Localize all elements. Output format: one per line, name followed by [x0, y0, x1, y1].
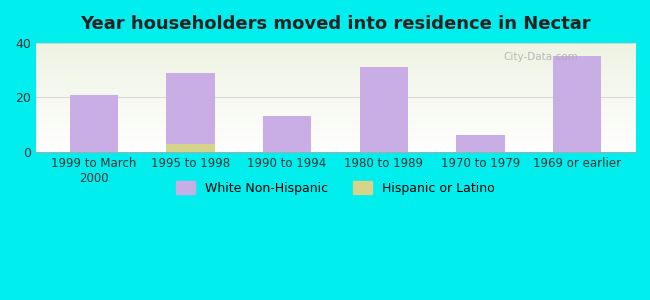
Legend: White Non-Hispanic, Hispanic or Latino: White Non-Hispanic, Hispanic or Latino — [171, 176, 500, 200]
Bar — [359, 68, 408, 152]
Bar — [70, 94, 118, 152]
Bar — [166, 73, 214, 152]
Bar — [553, 56, 601, 152]
Bar — [263, 116, 311, 152]
Bar — [166, 144, 214, 152]
Title: Year householders moved into residence in Nectar: Year householders moved into residence i… — [80, 15, 591, 33]
Text: City-Data.com: City-Data.com — [503, 52, 578, 61]
Bar — [456, 135, 504, 152]
